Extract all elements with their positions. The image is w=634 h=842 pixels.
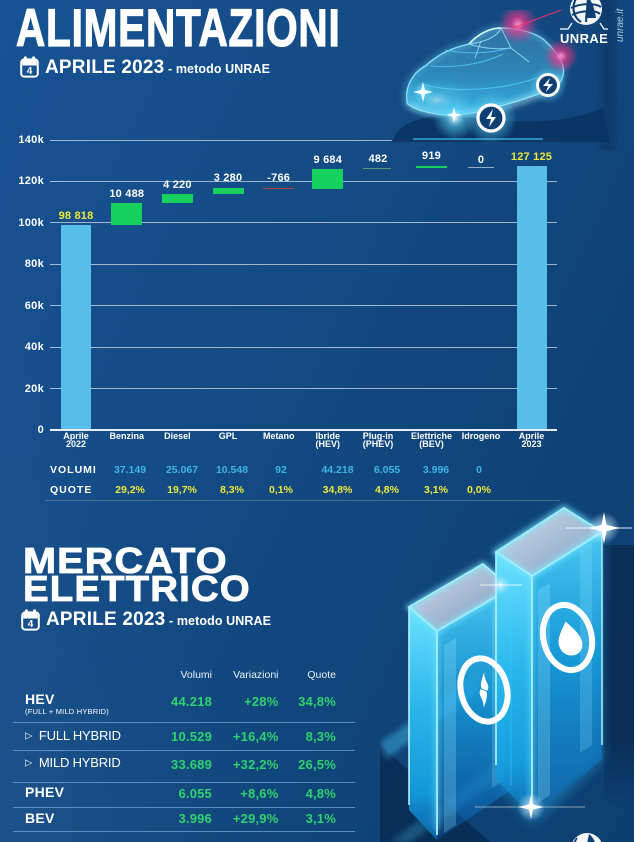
svg-text:UNRAE: UNRAE bbox=[560, 31, 608, 46]
svg-text:4: 4 bbox=[27, 66, 33, 77]
svg-text:4: 4 bbox=[28, 619, 34, 630]
